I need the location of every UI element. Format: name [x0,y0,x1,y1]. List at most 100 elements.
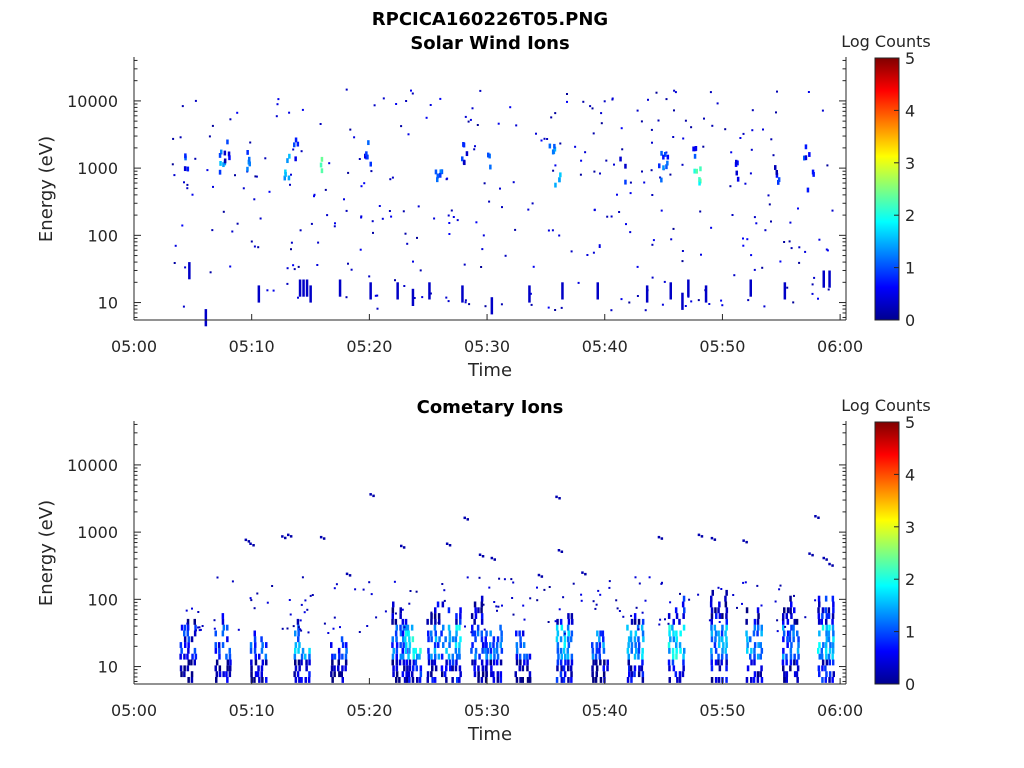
count-cell-1-797 [307,631,310,634]
count-cell-1-875 [661,581,663,584]
count-cell-0-295 [792,301,795,304]
count-cell-0-267 [825,248,828,251]
count-cell-0-241 [512,181,515,184]
streak-0-447 [561,282,564,300]
count-cell-0-108 [464,299,467,302]
count-cell-1-751 [820,647,823,654]
count-cell-0-294 [670,238,673,241]
count-cell-1-325 [474,636,477,643]
y-tick-label-1: 100 [87,590,118,609]
count-cell-1-34 [215,677,218,683]
count-cell-1-479 [595,665,599,672]
count-cell-1-242 [431,659,434,666]
count-cell-1-781 [827,607,831,614]
count-cell-1-954 [319,535,323,539]
count-cell-1-596 [710,618,713,625]
count-cell-1-581 [682,653,685,660]
count-cell-1-98 [294,647,297,654]
count-cell-1-188 [401,618,405,625]
count-cell-0-412 [692,146,695,152]
count-cell-0-173 [290,241,293,244]
count-cell-1-838 [216,576,219,579]
count-cell-0-379 [465,151,469,157]
count-cell-0-104 [446,177,449,180]
count-cell-1-79 [256,671,260,678]
count-cell-1-146 [344,653,348,660]
count-cell-1-778 [827,630,831,637]
count-cell-1-922 [595,603,598,606]
count-cell-1-516 [629,636,633,643]
count-cell-0-89 [359,248,362,251]
count-cell-0-296 [509,106,512,109]
count-cell-1-877 [300,603,303,606]
count-cell-1-220 [410,624,414,631]
count-cell-1-656 [750,647,753,654]
count-cell-1-166 [395,642,399,648]
count-cell-0-244 [761,266,764,269]
count-cell-0-428 [804,155,808,161]
count-cell-1-752 [822,642,825,648]
count-cell-0-69 [316,264,319,266]
count-cell-1-300 [455,624,458,631]
count-cell-1-522 [635,647,638,654]
count-cell-1-938 [266,601,269,604]
count-cell-1-455 [567,642,571,648]
count-cell-1-174 [399,642,402,648]
count-cell-1-546 [668,677,671,683]
count-cell-0-131 [452,216,455,218]
count-cell-1-799 [497,605,500,608]
count-cell-0-37 [770,220,772,223]
count-cell-1-898 [297,626,300,629]
count-cell-1-338 [480,677,484,683]
count-cell-1-319 [470,613,474,619]
count-cell-1-401 [515,630,518,637]
count-cell-1-46 [222,671,225,678]
count-cell-1-264 [437,613,441,619]
count-cell-1-185 [402,636,405,643]
count-cell-0-27 [629,192,632,195]
count-cell-1-806 [193,622,196,625]
count-cell-1-426 [556,647,560,654]
count-cell-1-551 [669,636,672,643]
count-cell-1-666 [753,618,757,625]
count-cell-0-168 [468,303,471,306]
streak-0-449 [645,285,649,303]
count-cell-1-398 [515,653,519,660]
count-cell-1-2 [179,653,182,660]
count-cell-1-820 [488,586,491,589]
cometary-title: Cometary Ions [417,397,564,418]
count-cell-1-846 [784,625,787,628]
count-cell-1-532 [637,642,641,648]
count-cell-1-715 [789,607,792,614]
count-cell-1-771 [828,677,831,683]
count-cell-1-66 [250,665,253,672]
count-cell-1-29 [194,653,198,660]
count-cell-1-500 [606,665,609,672]
count-cell-1-566 [675,647,678,654]
count-cell-0-19 [616,193,618,196]
count-cell-1-828 [543,588,546,591]
count-cell-1-858 [720,588,723,590]
count-cell-0-360 [320,168,324,174]
count-cell-0-369 [434,169,438,175]
count-cell-1-716 [790,601,793,608]
count-cell-1-560 [672,630,675,637]
count-cell-1-36 [214,665,217,672]
count-cell-1-762 [824,647,828,654]
count-cell-1-144 [344,665,347,672]
count-cell-0-201 [798,246,801,249]
count-cell-1-205 [407,671,411,678]
count-cell-1-432 [560,677,564,683]
count-cell-1-509 [627,636,631,643]
count-cell-1-222 [415,665,418,672]
count-cell-1-49 [222,624,226,631]
count-cell-1-247 [430,613,433,619]
count-cell-1-928 [362,588,365,591]
count-cell-0-161 [319,123,322,125]
count-cell-1-601 [711,589,714,596]
count-cell-1-471 [591,671,594,678]
count-cell-1-156 [391,618,394,625]
count-cell-1-508 [627,642,630,648]
count-cell-1-288 [451,665,454,672]
streak-0-442 [411,288,415,306]
